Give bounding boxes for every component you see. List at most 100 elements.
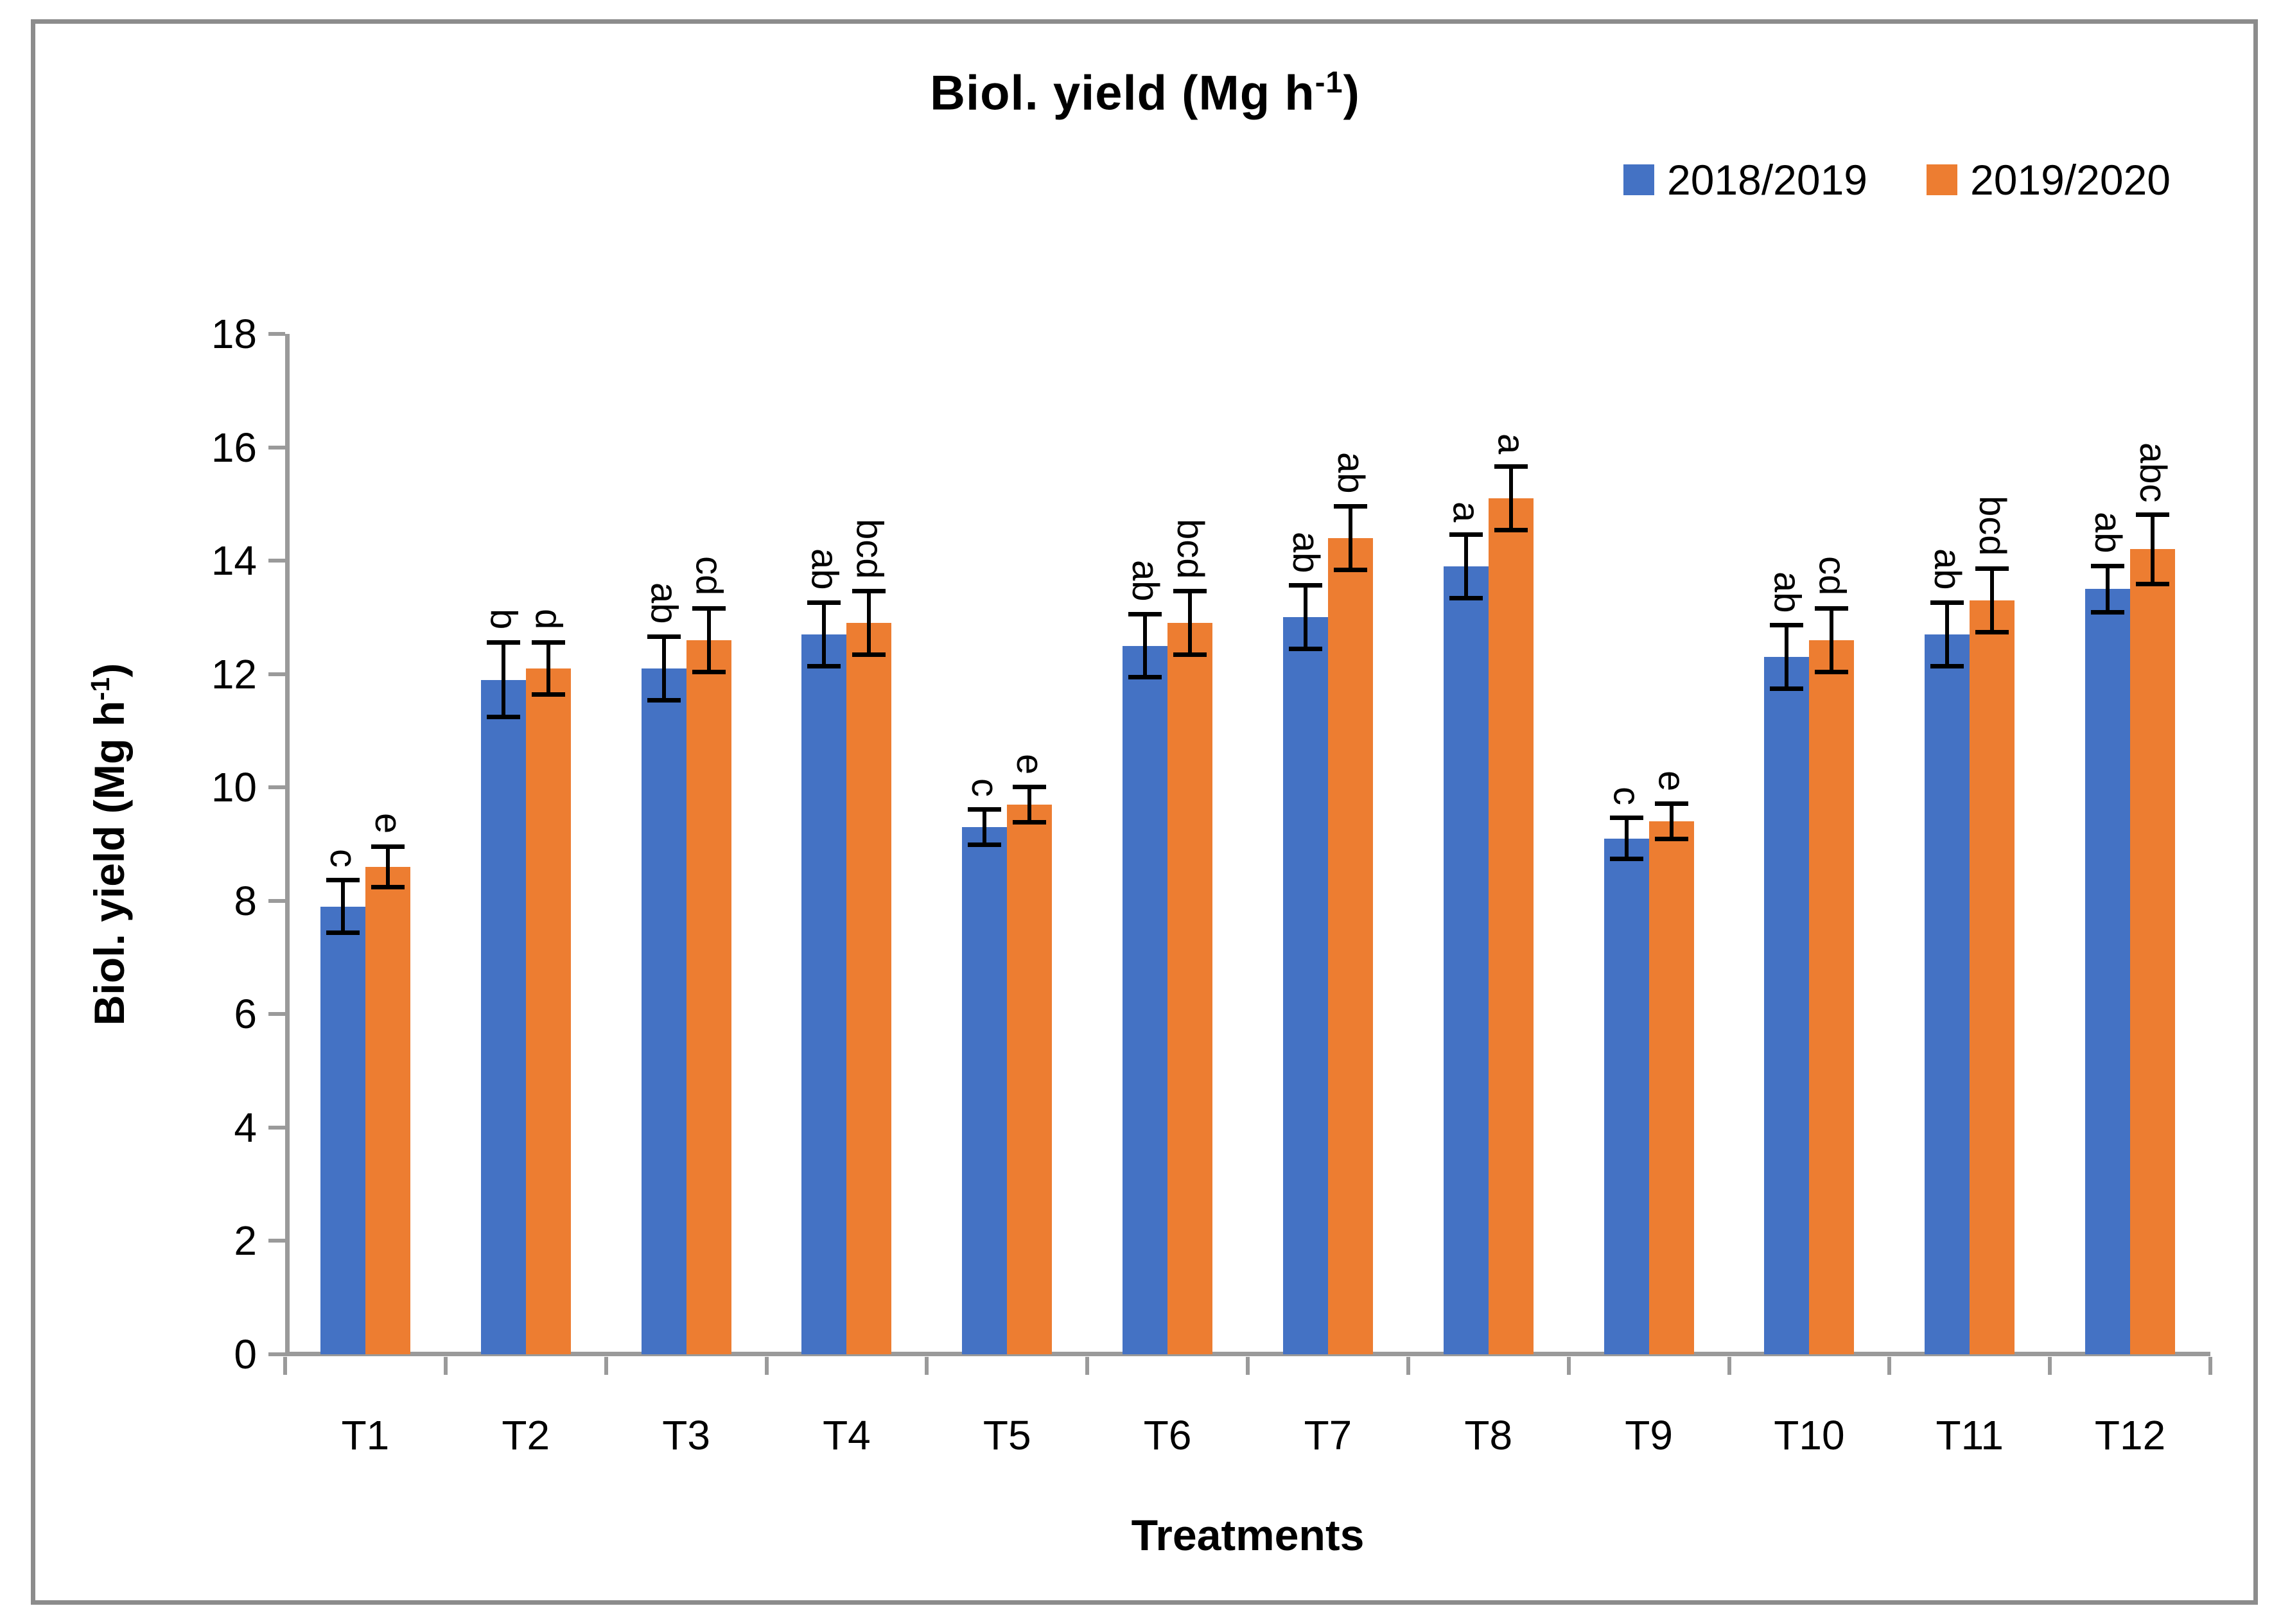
- x-category-label-T8: T8: [1464, 1412, 1513, 1458]
- error-bar-T12-2019/2020: [2136, 512, 2170, 586]
- significance-letter-T11-2019/2020: bcd: [1971, 496, 2014, 556]
- error-bar-line: [1508, 464, 1513, 532]
- bar-T8-2019/2020: [1488, 498, 1534, 1354]
- error-bar-line: [1945, 600, 1950, 668]
- x-category-label-T4: T4: [823, 1412, 871, 1458]
- bar-T7-2019/2020: [1327, 537, 1373, 1354]
- y-axis-tick: [268, 1012, 285, 1017]
- chart-title-suffix: ): [1343, 65, 1360, 121]
- significance-letter-T9-2019/2020: e: [1650, 771, 1693, 792]
- significance-letter-T7-2018/2019: ab: [1284, 531, 1327, 573]
- legend-swatch-blue-icon: [1623, 164, 1654, 195]
- y-axis-tick: [268, 1352, 285, 1356]
- error-bar-cap-bottom: [1333, 567, 1367, 572]
- y-axis-title-text: Biol. yield (Mg h: [85, 701, 133, 1026]
- error-bar-cap-top: [2091, 563, 2125, 568]
- x-category-label-T1: T1: [341, 1412, 390, 1458]
- y-axis-line: [285, 334, 290, 1354]
- y-tick-label: 0: [234, 1331, 257, 1377]
- x-axis-title: Treatments: [1131, 1511, 1365, 1560]
- significance-letter-T5-2018/2019: c: [964, 778, 1006, 798]
- error-bar-line: [983, 807, 987, 847]
- x-category-label-T7: T7: [1304, 1412, 1352, 1458]
- significance-letter-T12-2019/2020: abc: [2132, 442, 2174, 503]
- x-category-label-T10: T10: [1774, 1412, 1845, 1458]
- error-bar-cap-top: [371, 844, 405, 849]
- chart-title-text: Biol. yield (Mg h: [930, 65, 1315, 121]
- error-bar-line: [340, 878, 345, 935]
- bar-T2-2018/2019: [480, 679, 526, 1354]
- bar-T4-2019/2020: [846, 623, 892, 1354]
- error-bar-line: [1348, 503, 1352, 572]
- error-bar-cap-bottom: [326, 930, 360, 935]
- error-bar-cap-bottom: [1930, 663, 1964, 668]
- x-axis-tick: [1406, 1357, 1410, 1375]
- error-bar-T1-2018/2019: [326, 878, 360, 935]
- error-bar-cap-bottom: [807, 663, 841, 668]
- error-bar-cap-top: [1770, 623, 1804, 628]
- x-axis-tick: [1246, 1357, 1250, 1375]
- category-group-T12: ab abc: [2050, 334, 2210, 1354]
- significance-letter-T4-2019/2020: bcd: [848, 518, 891, 579]
- y-tick-label: 10: [211, 764, 257, 811]
- error-bar-cap-bottom: [1815, 669, 1849, 674]
- error-bar-T4-2018/2019: [807, 600, 841, 668]
- y-tick-label: 8: [234, 877, 257, 924]
- error-bar-T10-2019/2020: [1815, 606, 1849, 674]
- error-bar-cap-top: [1173, 589, 1207, 594]
- error-bar-line: [1624, 816, 1629, 861]
- error-bar-cap-bottom: [1494, 527, 1528, 532]
- bar-T7-2018/2019: [1282, 617, 1328, 1354]
- bar-T1-2019/2020: [365, 866, 410, 1354]
- x-axis-tick: [283, 1357, 287, 1375]
- error-bar-T3-2019/2020: [692, 606, 726, 674]
- category-group-T10: ab cd: [1729, 334, 1890, 1354]
- y-tick-label: 4: [234, 1104, 257, 1151]
- error-bar-line: [1188, 589, 1193, 658]
- error-bar-cap-bottom: [531, 692, 565, 697]
- error-bar-cap-top: [2136, 512, 2170, 518]
- error-bar-cap-bottom: [2091, 609, 2125, 615]
- significance-letter-T6-2019/2020: bcd: [1169, 518, 1212, 579]
- y-tick-label: 6: [234, 991, 257, 1038]
- error-bar-cap-bottom: [692, 669, 726, 674]
- error-bar-cap-bottom: [371, 885, 405, 890]
- error-bar-T11-2018/2019: [1930, 600, 1964, 668]
- error-bar-cap-bottom: [486, 715, 520, 720]
- error-bar-cap-top: [486, 640, 520, 645]
- error-bar-line: [1990, 566, 1995, 634]
- error-bar-cap-bottom: [1654, 837, 1688, 842]
- bar-T9-2019/2020: [1648, 821, 1694, 1354]
- y-tick-label: 12: [211, 650, 257, 697]
- legend-label: 2019/2020: [1970, 156, 2171, 204]
- error-bar-cap-bottom: [647, 697, 681, 703]
- error-bar-T7-2019/2020: [1333, 503, 1367, 572]
- bar-T10-2018/2019: [1764, 657, 1810, 1354]
- significance-letter-T4-2018/2019: ab: [803, 548, 846, 590]
- error-bar-cap-bottom: [852, 652, 886, 658]
- error-bar-line: [822, 600, 826, 668]
- error-bar-line: [1143, 611, 1148, 680]
- error-bar-T9-2018/2019: [1609, 816, 1643, 861]
- category-group-T3: ab cd: [606, 334, 767, 1354]
- error-bar-cap-top: [1013, 784, 1047, 789]
- error-bar-cap-bottom: [1013, 819, 1047, 825]
- bar-T3-2018/2019: [641, 668, 686, 1354]
- y-axis-tick: [268, 785, 285, 790]
- bar-T9-2018/2019: [1604, 838, 1649, 1354]
- error-bar-cap-bottom: [1609, 856, 1643, 861]
- x-axis-line: [285, 1352, 2210, 1356]
- legend-item-2019-2020: 2019/2020: [1927, 155, 2171, 204]
- error-bar-T2-2019/2020: [531, 640, 565, 697]
- y-axis-tick: [268, 898, 285, 903]
- y-axis-tick: [268, 1239, 285, 1243]
- significance-letter-T6-2018/2019: ab: [1124, 560, 1167, 602]
- significance-letter-T10-2019/2020: cd: [1811, 556, 1853, 596]
- x-axis-tick: [1566, 1357, 1571, 1375]
- error-bar-cap-top: [1654, 801, 1688, 807]
- x-category-label-T9: T9: [1625, 1412, 1673, 1458]
- bar-T5-2018/2019: [962, 827, 1008, 1354]
- significance-letter-T1-2018/2019: c: [322, 849, 364, 868]
